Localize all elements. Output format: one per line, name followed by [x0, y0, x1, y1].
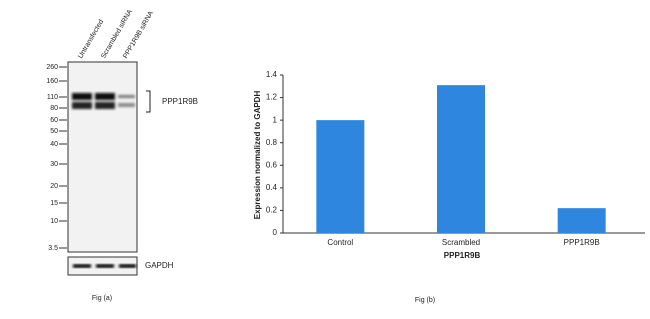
marker-label: 50 [50, 128, 58, 135]
bar [316, 120, 365, 233]
y-tick-label: 1.4 [266, 70, 278, 79]
band [95, 102, 115, 109]
marker-label: 30 [50, 161, 58, 168]
blot-membrane [67, 61, 138, 253]
band [73, 264, 91, 268]
marker-label: 80 [50, 105, 58, 112]
target-label: PPP1R9B [162, 97, 198, 106]
bar [437, 85, 485, 234]
marker-label: 60 [50, 117, 58, 124]
y-axis-label: Expression normalized to GAPDH [253, 91, 262, 220]
x-tick-label: Control [327, 238, 353, 247]
loading-label: GAPDH [145, 261, 174, 270]
bracket [146, 90, 151, 113]
y-tick-label: 0.2 [266, 206, 278, 215]
y-tick-label: 0.6 [266, 160, 278, 169]
band [96, 264, 114, 268]
marker-label: 40 [50, 141, 58, 148]
band [118, 103, 135, 107]
x-tick-label: Scrambled [442, 238, 480, 247]
gapdh-bands [73, 264, 136, 268]
marker-label: 260 [46, 64, 58, 71]
band [72, 93, 92, 100]
y-tick-label: 0.8 [266, 138, 278, 147]
blot-bands [72, 93, 135, 109]
marker-label: 20 [50, 183, 58, 190]
x-tick-label: PPP1R9B [564, 238, 600, 247]
band [72, 102, 92, 109]
y-tick-label: 1 [273, 115, 278, 124]
caption: Fig (b) [415, 297, 435, 304]
y-tick-label: 0 [273, 228, 278, 237]
marker-label: 110 [47, 94, 58, 101]
marker-label: 3.5 [48, 245, 58, 252]
y-tick-label: 0.4 [266, 183, 278, 192]
y-tick-label: 1.2 [266, 93, 278, 102]
bar [557, 208, 606, 233]
band [119, 264, 136, 268]
band [118, 95, 135, 98]
marker-label: 160 [46, 78, 58, 85]
x-axis-label: PPP1R9B [444, 251, 481, 260]
marker-label: 10 [50, 218, 58, 225]
band [95, 93, 115, 100]
caption: Fig (a) [92, 295, 112, 302]
marker-label: 15 [50, 200, 58, 207]
